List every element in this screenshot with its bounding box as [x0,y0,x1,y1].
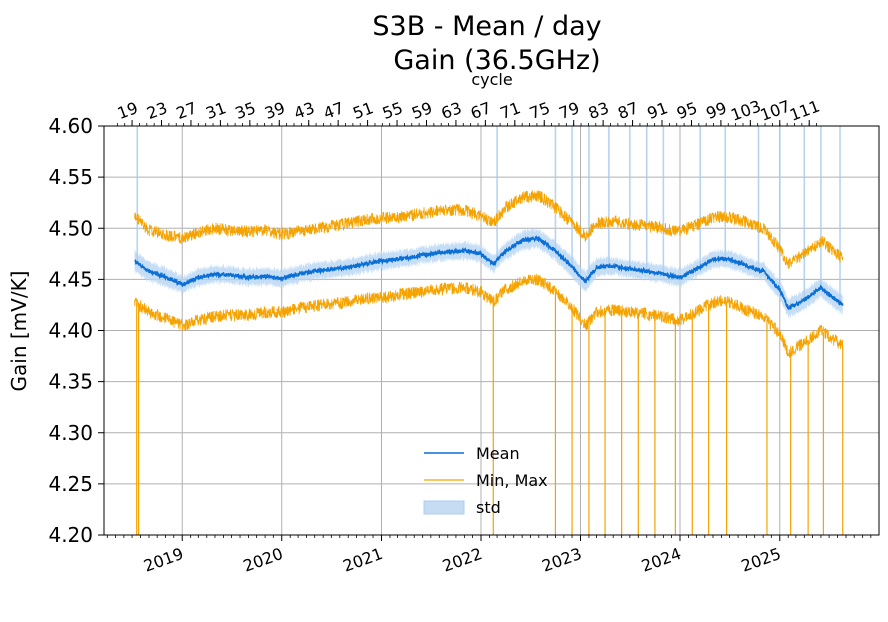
y-tick-label: 4.35 [48,370,93,394]
y-tick-label: 4.25 [48,472,93,496]
x-tick-label: 2021 [340,544,385,576]
x-tick-label: 2020 [241,544,286,576]
top-tick-label: 83 [586,98,612,123]
plot-area [134,126,844,535]
top-cycle-axis: 19 23 27 31 35 39 43 47 51 55 59 63 67 71 75 79 83 87 91 95… [115,96,822,126]
y-axis-label: Gain [mV/K] [7,271,31,392]
y-tick-label: 4.40 [48,319,93,343]
top-tick-label: 79 [556,98,582,123]
y-tick-label: 4.55 [48,165,93,189]
legend-std-label: std [476,498,501,517]
y-tick-label: 4.20 [48,523,93,547]
y-axis: 4.20 4.25 4.30 4.35 4.40 4.45 4.50 4.55 4.60 [48,114,104,547]
x-tick-label: 2025 [739,544,784,576]
chart-title-line-1: S3B - Mean / day [372,11,601,42]
top-tick-label: 19 [115,98,141,123]
top-tick-label: 75 [527,98,553,123]
x-tick-label: 2023 [539,544,584,576]
top-tick-label: 47 [321,98,347,123]
top-tick-label: 111 [787,96,822,124]
mean-line [134,235,844,310]
y-tick-label: 4.50 [48,216,93,240]
top-tick-label: 43 [291,98,317,123]
chart-title-line-2: Gain (36.5GHz) [393,45,600,76]
top-axis-label: cycle [471,70,512,89]
top-tick-label: 35 [233,98,259,123]
top-tick-label: 99 [704,98,730,123]
top-tick-label: 51 [350,98,376,123]
top-tick-label: 91 [645,98,671,123]
top-tick-label: 39 [262,98,288,123]
legend-std-swatch [423,500,465,515]
top-tick-label: 63 [439,98,465,123]
x-axis: 2019 2020 2021 2022 2023 2024 2025 [106,535,872,576]
top-tick-label: 87 [615,98,641,123]
std-band [134,227,843,321]
x-tick-label: 2022 [440,544,485,576]
top-tick-label: 95 [674,98,700,123]
y-tick-label: 4.30 [48,421,93,445]
min-line [134,273,844,358]
top-tick-label: 71 [497,98,523,123]
top-tick-label: 27 [174,98,200,123]
top-tick-label: 67 [468,98,494,123]
top-tick-label: 55 [380,98,406,123]
y-tick-label: 4.60 [48,114,93,138]
max-line [134,190,844,269]
x-tick-label: 2019 [141,544,186,576]
legend-minmax-label: Min, Max [476,471,548,490]
x-tick-label: 2024 [639,544,684,576]
legend-mean-label: Mean [476,444,520,463]
top-tick-label: 23 [144,98,170,123]
top-tick-label: 31 [203,98,229,123]
top-tick-label: 59 [409,98,435,123]
y-tick-label: 4.45 [48,267,93,291]
legend: Mean Min, Max std [423,444,548,517]
